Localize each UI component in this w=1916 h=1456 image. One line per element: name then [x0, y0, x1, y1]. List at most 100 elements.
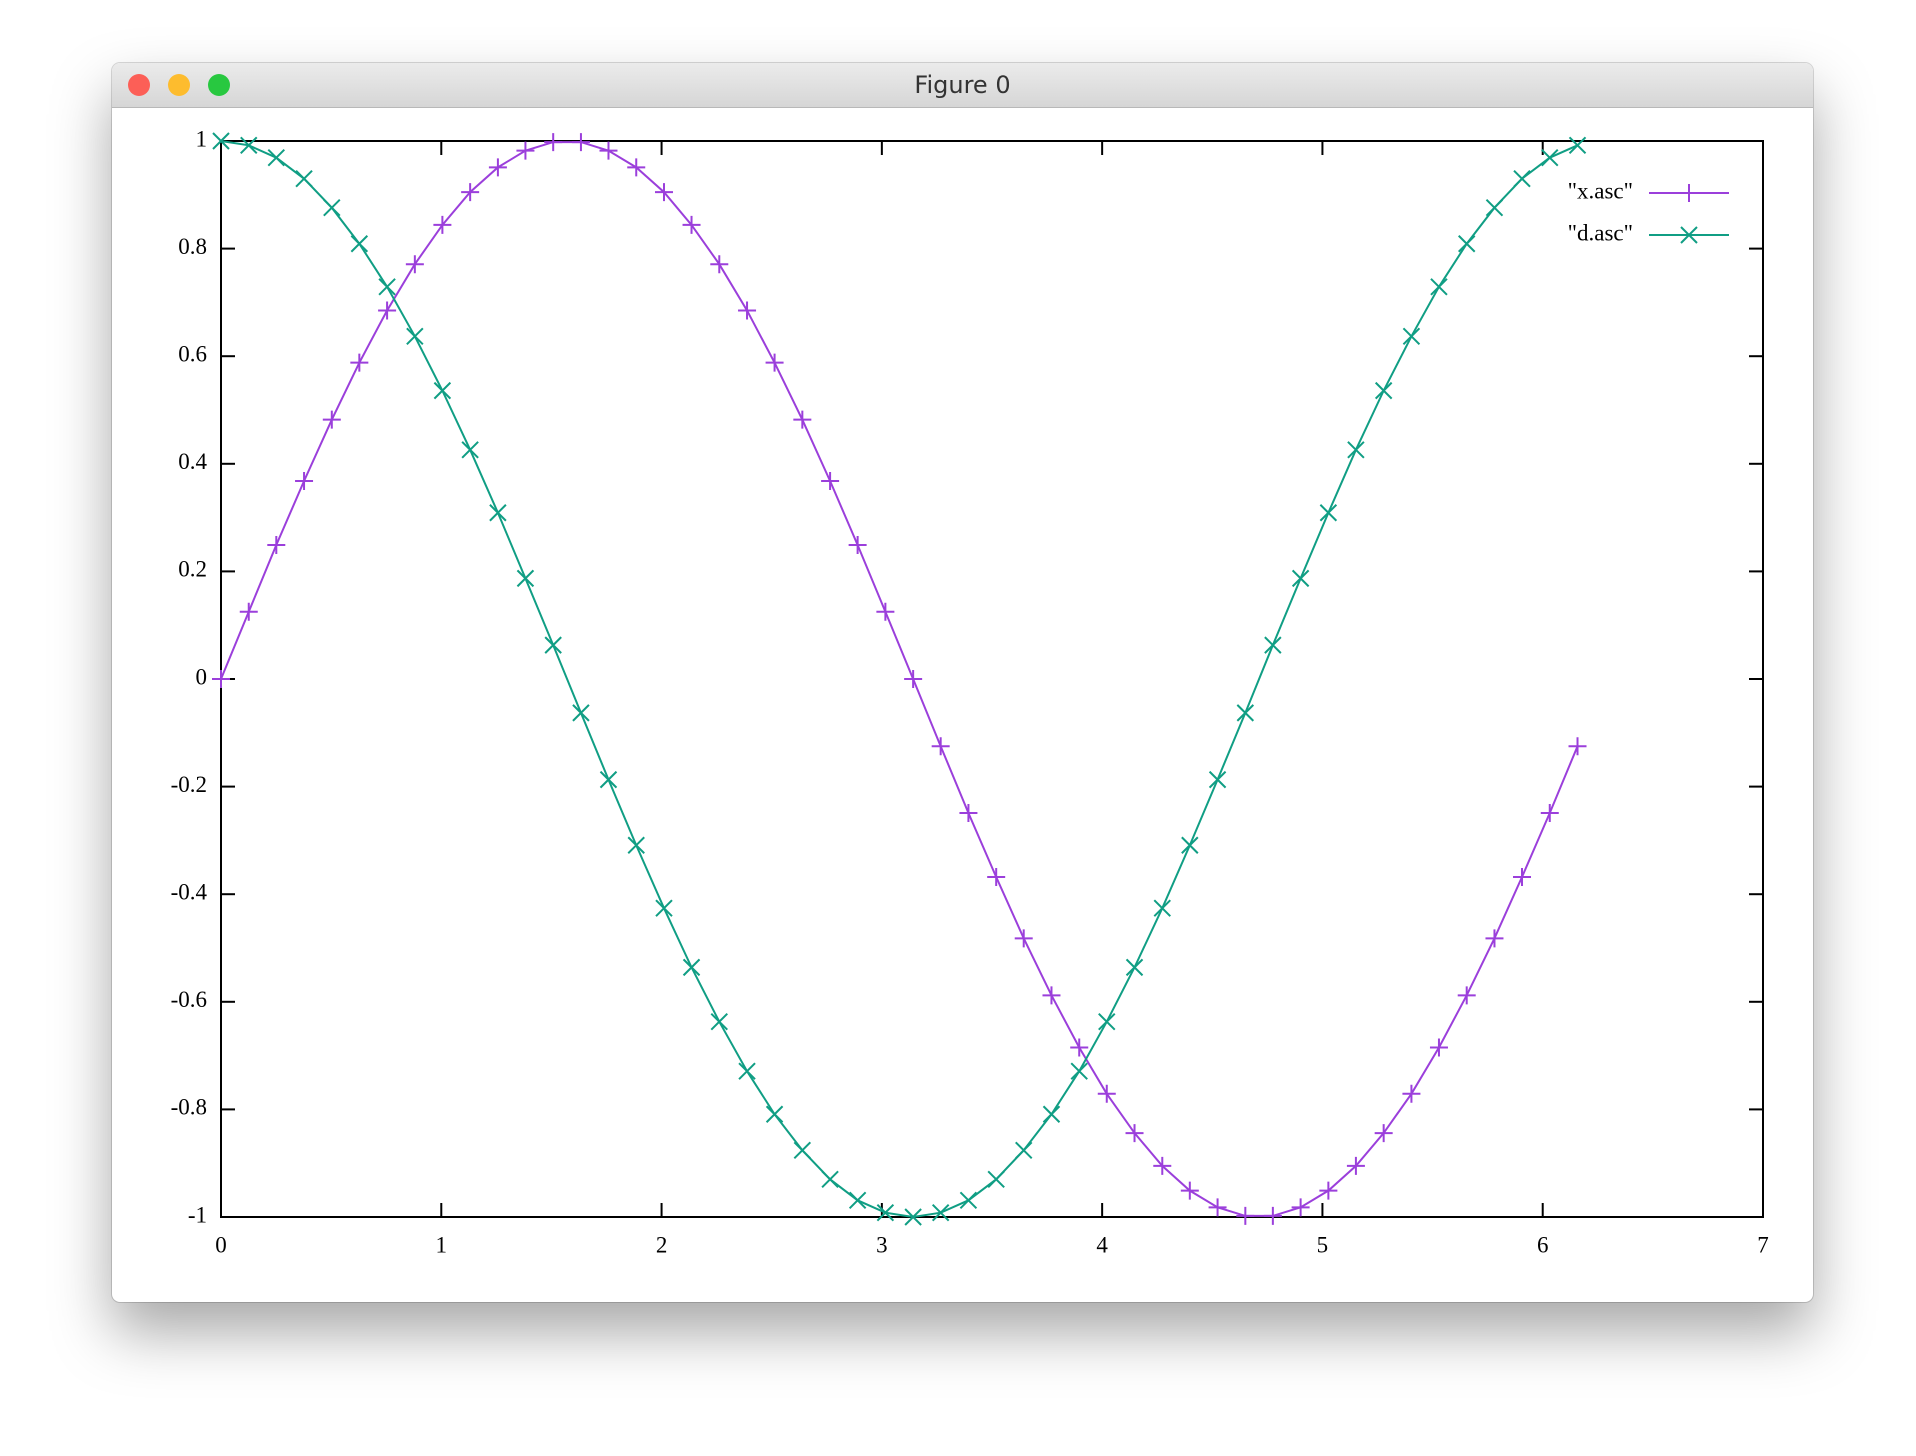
data-point	[1125, 1124, 1144, 1143]
data-point	[212, 132, 230, 150]
minimize-button[interactable]	[168, 74, 190, 96]
data-point	[461, 183, 480, 202]
data-point	[267, 148, 285, 167]
data-point	[516, 569, 535, 588]
data-point	[1014, 929, 1033, 948]
data-point	[710, 1012, 728, 1031]
data-point	[931, 1203, 950, 1222]
data-point	[571, 133, 590, 152]
x-tick-label: 6	[1537, 1232, 1549, 1257]
data-point	[627, 836, 645, 854]
legend-marker	[1680, 184, 1698, 202]
data-point	[1346, 1156, 1365, 1175]
y-tick-label: 0.6	[178, 341, 207, 366]
data-point	[1180, 1181, 1199, 1200]
data-point	[682, 215, 701, 234]
data-point	[239, 602, 258, 621]
y-tick-label: 0.4	[178, 449, 207, 474]
y-tick-label: -0.2	[171, 772, 207, 797]
legend-label: "d.asc"	[1568, 220, 1633, 245]
data-point	[1098, 1012, 1116, 1031]
data-point	[1208, 1198, 1227, 1217]
data-point	[1015, 1141, 1033, 1159]
data-point	[378, 278, 396, 296]
data-point	[1070, 1062, 1088, 1080]
data-point	[295, 169, 313, 188]
data-point	[1097, 1084, 1116, 1103]
y-tick-label: 0.2	[178, 557, 207, 582]
series-line	[220, 141, 1579, 1217]
data-point	[1153, 1156, 1172, 1175]
data-point	[544, 133, 563, 152]
data-point	[572, 704, 590, 722]
close-button[interactable]	[128, 74, 150, 96]
data-point	[1208, 770, 1227, 789]
data-point	[1291, 569, 1310, 588]
data-point	[1513, 169, 1531, 188]
data-point	[821, 472, 840, 491]
y-tick-label: -0.4	[171, 879, 208, 904]
data-point	[765, 1105, 784, 1123]
x-tick-label: 2	[656, 1232, 668, 1257]
data-point	[1042, 986, 1061, 1005]
data-point	[1374, 381, 1393, 400]
x-tick-label: 5	[1317, 1232, 1329, 1257]
data-point	[654, 183, 673, 202]
data-point	[1457, 986, 1476, 1005]
data-point	[1236, 1206, 1255, 1225]
x-tick-label: 3	[876, 1232, 888, 1257]
data-point	[1181, 836, 1199, 854]
data-point	[738, 301, 757, 320]
window-title: Figure 0	[914, 71, 1011, 99]
data-point	[627, 158, 646, 177]
y-tick-label: 1	[196, 126, 208, 151]
data-point	[323, 199, 341, 217]
data-point	[904, 1208, 922, 1226]
data-point	[240, 136, 258, 155]
legend-marker	[1680, 226, 1698, 244]
title-bar: Figure 0	[112, 63, 1813, 108]
data-point	[987, 1170, 1005, 1189]
data-point	[1042, 1105, 1061, 1123]
data-point	[682, 958, 701, 977]
data-point	[1513, 867, 1532, 886]
data-point	[765, 353, 784, 372]
data-point	[322, 410, 341, 429]
data-point	[461, 441, 479, 459]
data-point	[489, 504, 507, 522]
data-point	[1264, 636, 1282, 654]
data-point	[212, 670, 230, 688]
x-tick-label: 4	[1096, 1232, 1108, 1257]
data-point	[406, 327, 424, 346]
data-point	[1402, 327, 1421, 346]
y-tick-label: -0.6	[171, 987, 207, 1012]
data-point	[1458, 235, 1476, 253]
data-point	[655, 899, 673, 917]
data-point	[959, 803, 978, 822]
data-point	[710, 255, 729, 274]
data-point	[1485, 929, 1504, 948]
data-point	[848, 536, 867, 555]
zoom-button[interactable]	[208, 74, 230, 96]
data-point	[350, 353, 369, 372]
series-line	[220, 140, 1578, 1219]
data-point	[433, 215, 452, 234]
data-point	[433, 381, 452, 400]
x-tick-label: 1	[436, 1232, 448, 1257]
window: Figure 0 -1 -0.8 -0.6 -0.4 -0.2 0 0.2 0.4 0.6 0.8…	[112, 63, 1813, 1302]
data-point	[1485, 199, 1504, 217]
data-point	[959, 1191, 978, 1210]
data-point	[544, 636, 562, 654]
chart: -1 -0.8 -0.6 -0.4 -0.2 0 0.2 0.4 0.6 0.8 1 0 1 2 3 4 5 6 7…	[171, 126, 1769, 1257]
data-point	[378, 301, 397, 320]
data-point	[1070, 1038, 1089, 1057]
data-point	[1263, 1206, 1282, 1225]
x-tick-label: 7	[1757, 1232, 1769, 1257]
data-point	[1236, 704, 1255, 722]
data-point	[1347, 441, 1365, 459]
data-point	[987, 867, 1006, 886]
data-point	[1125, 958, 1144, 977]
data-point	[1374, 1124, 1393, 1143]
data-point	[876, 602, 895, 621]
